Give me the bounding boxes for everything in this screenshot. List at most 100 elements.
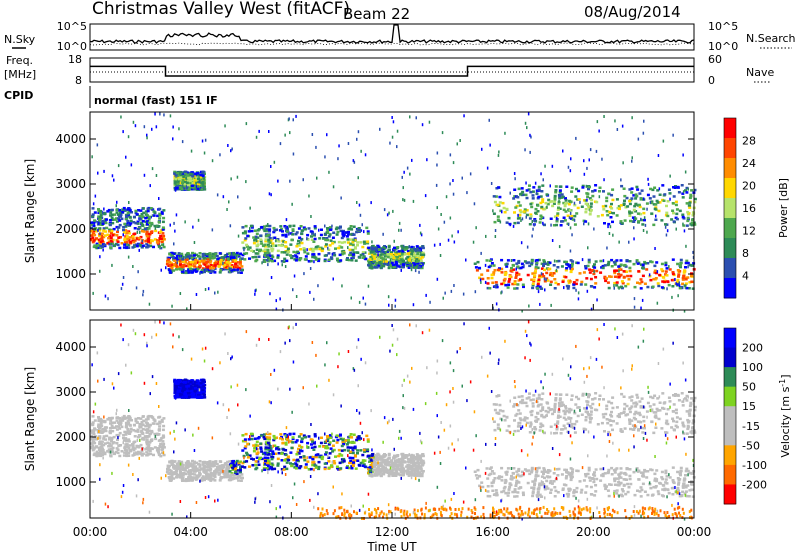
power-cell-2270 — [577, 198, 581, 201]
power-cell-457 — [193, 252, 196, 256]
velocity-cell-1182 — [303, 458, 307, 462]
velocity-cell-1022 — [246, 453, 249, 456]
velocity-cell-170 — [124, 416, 128, 420]
power-cell-2362 — [588, 213, 592, 216]
power-cell-1981 — [545, 271, 549, 275]
power-speck-389 — [516, 195, 518, 199]
velocity-cell-1476 — [415, 453, 419, 456]
power-cell-2911 — [187, 179, 191, 183]
power-speck-178 — [403, 170, 405, 174]
power-speck-453 — [103, 169, 105, 173]
power-cell-387 — [142, 230, 146, 233]
power-cell-1569 — [389, 264, 393, 268]
power-speck-222 — [684, 170, 687, 174]
power-cell-1178 — [326, 227, 329, 230]
power-cell-80 — [129, 219, 133, 223]
velocity-cell-381 — [105, 426, 108, 429]
power-cell-1618 — [397, 250, 401, 253]
power-cell-938 — [250, 226, 254, 229]
power-cell-337 — [162, 238, 166, 241]
power-cell-2512 — [675, 212, 679, 216]
velocity-cell-1078 — [266, 463, 269, 466]
power-cell-515 — [237, 255, 241, 258]
power-speck-177 — [128, 201, 130, 204]
power-cell-2216 — [576, 206, 580, 210]
power-cell-816 — [206, 258, 210, 261]
power-cell-1130 — [317, 252, 321, 256]
power-speck-115 — [169, 223, 171, 227]
power-cell-810 — [178, 256, 182, 259]
velocity-cell-706 — [232, 459, 236, 463]
power-cell-1753 — [503, 273, 507, 277]
power-speck-383 — [176, 261, 178, 265]
power-cell-1175 — [294, 259, 298, 262]
power-cell-1824 — [594, 276, 598, 279]
velocity-cell-923 — [253, 437, 257, 440]
power-cell-1657 — [411, 259, 415, 263]
power-cell-2078 — [513, 287, 517, 290]
power-cell-1655 — [392, 263, 395, 267]
velocity-cell-833 — [222, 472, 226, 475]
power-speck-176 — [603, 178, 605, 182]
velocity-scatter — [90, 320, 697, 521]
power-cell-2071 — [685, 286, 689, 290]
power-cell-767 — [204, 268, 208, 272]
power-cell-404 — [113, 218, 117, 221]
freq-right-tick-bottom: 0 — [708, 74, 715, 87]
power-speck-476 — [587, 222, 590, 226]
power-cell-1155 — [246, 248, 250, 251]
velocity-cell-1500 — [383, 470, 387, 474]
power-cell-1921 — [507, 283, 511, 286]
power-cell-1698 — [610, 258, 614, 262]
power-speck-232 — [172, 125, 174, 129]
power-cell-1223 — [359, 241, 363, 244]
power-cell-1243 — [287, 250, 291, 254]
velocity-cell-804 — [226, 465, 230, 468]
power-cell-1008 — [280, 251, 284, 254]
power-cell-2134 — [668, 192, 672, 195]
power-cell-2242 — [620, 184, 624, 188]
power-cell-1624 — [373, 264, 377, 267]
power-cell-481 — [231, 260, 235, 263]
power-cell-1997 — [504, 272, 508, 275]
power-speck-65 — [291, 202, 293, 206]
power-speck-272 — [401, 175, 403, 179]
power-cell-1169 — [344, 231, 348, 234]
power-cell-2080 — [664, 270, 668, 273]
power-cell-2324 — [629, 219, 632, 223]
velocity-cell-405 — [145, 454, 149, 457]
power-cell-92 — [115, 239, 119, 242]
power-cell-1082 — [276, 256, 280, 259]
power-cell-924 — [328, 226, 332, 229]
power-speck-52 — [338, 144, 340, 148]
power-cell-2029 — [620, 285, 623, 289]
power-cell-721 — [204, 261, 208, 265]
velocity-cell-253 — [125, 439, 129, 442]
power-speck-60 — [371, 240, 373, 244]
velocity-cell-1452 — [416, 471, 420, 475]
velocity-cell-749 — [208, 469, 212, 472]
power-cell-828 — [181, 258, 185, 261]
power-cell-2500 — [691, 211, 695, 214]
power-cell-1685 — [473, 262, 477, 265]
power-speck-425 — [675, 282, 677, 286]
power-cell-812 — [179, 256, 183, 260]
velocity-cell-658 — [194, 478, 198, 481]
velocity-cell-92 — [115, 447, 119, 450]
power-cell-2267 — [652, 195, 656, 198]
power-cell-779 — [167, 258, 171, 261]
power-cell-1000 — [283, 225, 287, 228]
power-cell-797 — [180, 270, 184, 273]
power-cell-2221 — [630, 191, 634, 194]
power-speck-306 — [646, 207, 648, 211]
velocity-cell-280 — [91, 448, 95, 452]
power-speck-361 — [347, 142, 350, 145]
power-cell-234 — [140, 229, 144, 233]
velocity-cell-1203 — [309, 467, 313, 471]
power-cell-1606 — [367, 246, 371, 250]
velocity-cell-750 — [219, 466, 223, 470]
power-cell-911 — [348, 227, 352, 230]
power-cell-903 — [350, 257, 354, 260]
power-speck-197 — [494, 229, 497, 232]
power-cell-843 — [285, 253, 289, 256]
